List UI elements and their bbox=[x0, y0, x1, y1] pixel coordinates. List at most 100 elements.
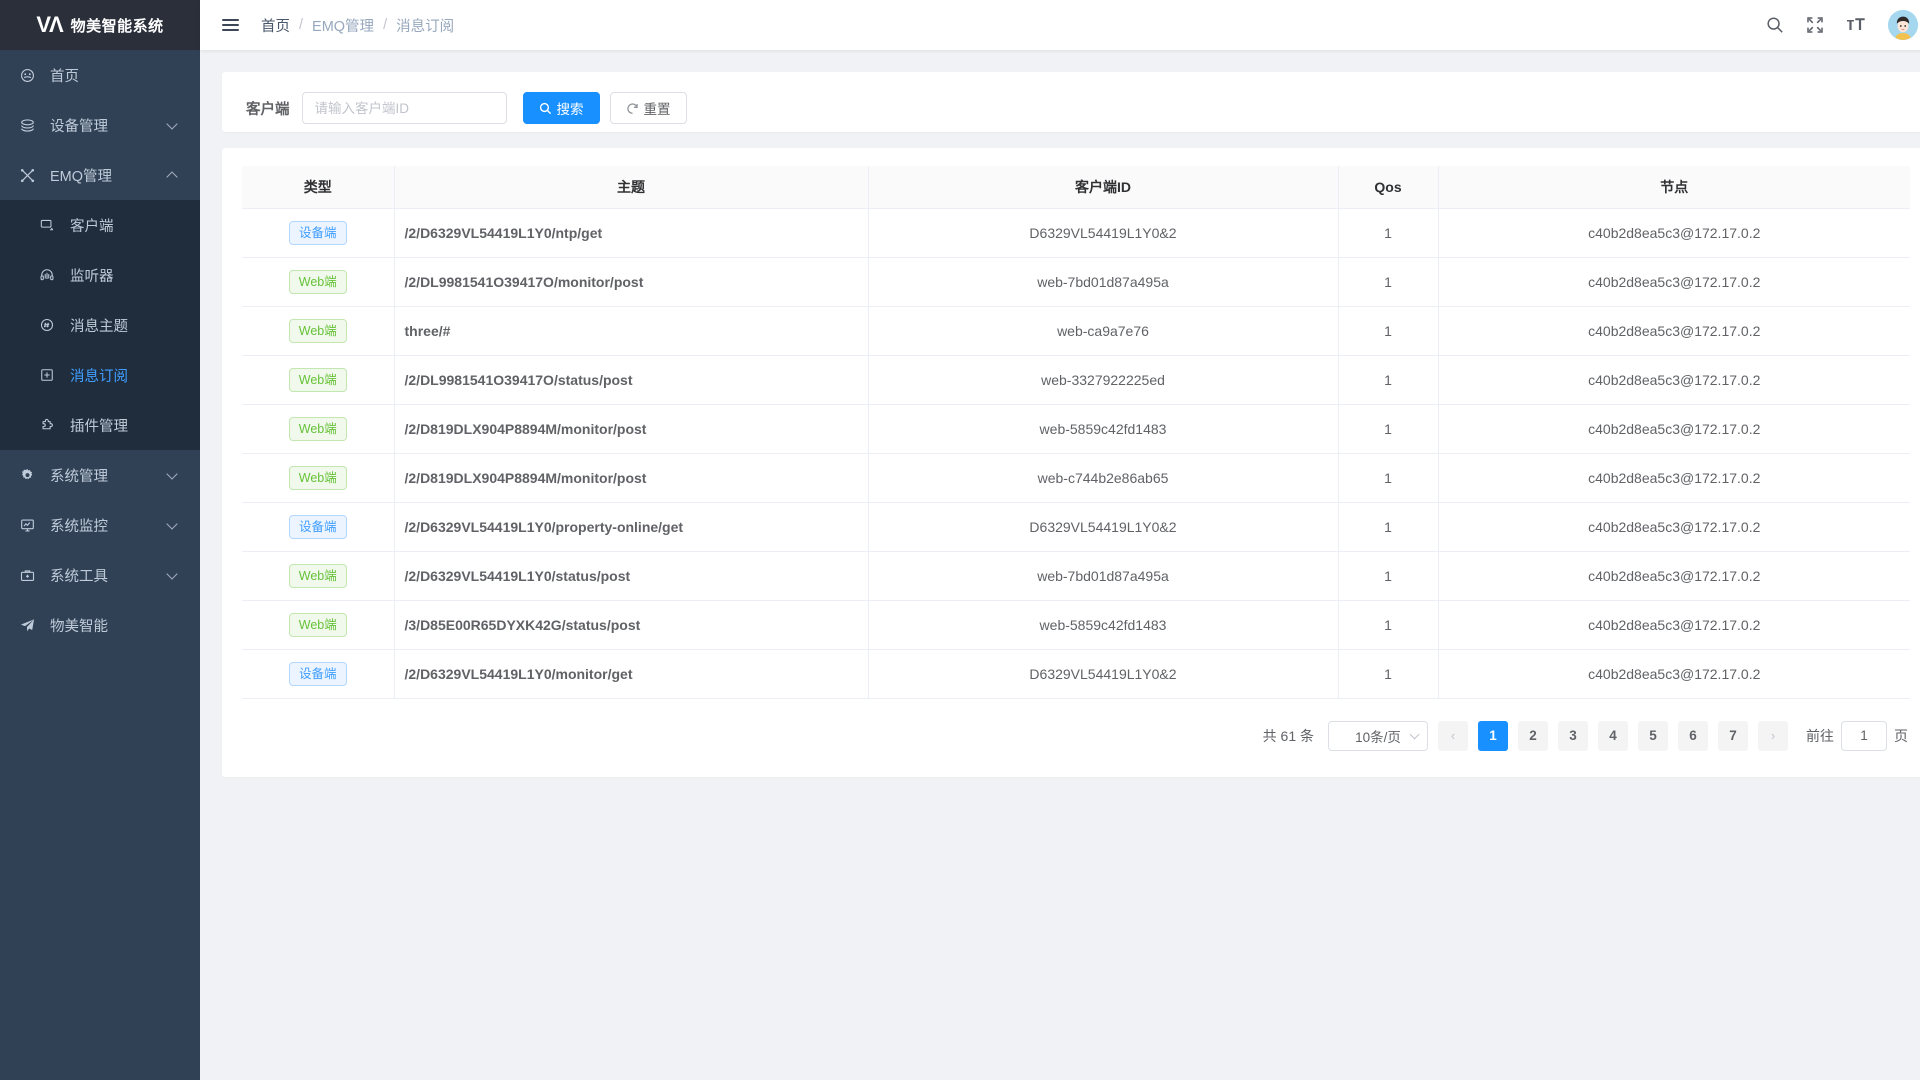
cell-client-id: D6329VL54419L1Y0&2 bbox=[868, 649, 1339, 699]
search-input[interactable] bbox=[301, 92, 507, 124]
cell-topic: /2/DL9981541O39417O/monitor/post bbox=[394, 257, 869, 307]
table-row[interactable]: 设备端/2/D6329VL54419L1Y0/property-online/g… bbox=[242, 502, 1910, 552]
sidebar-submenu-emq: 客户端 监听器 bbox=[0, 200, 200, 450]
page-size-select[interactable]: 10条/页 bbox=[1328, 720, 1428, 751]
search-panel: 客户端 搜索 bbox=[222, 72, 1920, 132]
page-button-1[interactable]: 1 bbox=[1478, 720, 1508, 751]
cell-client-id: web-5859c42fd1483 bbox=[868, 600, 1339, 650]
breadcrumb-separator: / bbox=[299, 17, 304, 33]
breadcrumb-separator: / bbox=[383, 17, 388, 33]
sidebar-item-label: 系统监控 bbox=[50, 518, 108, 535]
page-button-2[interactable]: 2 bbox=[1518, 720, 1548, 751]
next-page-button[interactable]: › bbox=[1758, 720, 1788, 751]
page-button-7[interactable]: 7 bbox=[1718, 720, 1748, 751]
cell-type: Web端 bbox=[242, 600, 395, 650]
fullscreen-icon[interactable] bbox=[1806, 16, 1824, 34]
cell-topic: /2/D819DLX904P8894M/monitor/post bbox=[394, 404, 869, 454]
avatar-menu[interactable] bbox=[1888, 10, 1920, 40]
table-row[interactable]: Web端/2/DL9981541O39417O/status/post web-3… bbox=[242, 355, 1910, 405]
reset-button-label: 重置 bbox=[643, 102, 671, 117]
logo[interactable]: VΛ 物美智能系统 bbox=[0, 0, 200, 50]
chevron-down-icon bbox=[166, 517, 178, 530]
hamburger-icon[interactable] bbox=[222, 19, 239, 31]
cell-qos: 1 bbox=[1338, 453, 1439, 503]
status-badge: Web端 bbox=[288, 465, 347, 490]
cell-node: c40b2d8ea5c3@172.17.0.2 bbox=[1438, 649, 1910, 699]
gear-icon bbox=[20, 468, 42, 483]
status-badge: Web端 bbox=[288, 612, 347, 637]
cell-type: Web端 bbox=[242, 355, 395, 405]
jump-prefix-label: 前往 bbox=[1806, 727, 1834, 744]
cell-topic: /2/DL9981541O39417O/status/post bbox=[394, 355, 869, 405]
reset-button[interactable]: 重置 bbox=[609, 92, 687, 124]
sidebar-item-label: 物美智能 bbox=[50, 618, 108, 635]
breadcrumb-item-home[interactable]: 首页 bbox=[261, 18, 290, 35]
page-size-value: 10条/页 bbox=[1355, 729, 1401, 745]
cell-topic: /2/D6329VL54419L1Y0/property-online/get bbox=[394, 502, 869, 552]
jump-suffix-label: 页 bbox=[1894, 727, 1908, 744]
cell-topic: /2/D6329VL54419L1Y0/ntp/get bbox=[394, 208, 869, 258]
listener-icon bbox=[40, 268, 62, 282]
cell-client-id: D6329VL54419L1Y0&2 bbox=[868, 208, 1339, 258]
navbar-actions bbox=[1766, 10, 1920, 40]
toolbox-icon bbox=[20, 568, 42, 583]
cell-type: 设备端 bbox=[242, 502, 395, 552]
column-header-topic: 主题 bbox=[394, 166, 869, 209]
sidebar-item-emq-management[interactable]: EMQ管理 bbox=[0, 150, 200, 200]
table-header-row: 类型 主题 客户端ID Qos 节点 bbox=[242, 166, 1910, 209]
sidebar-item-system-management[interactable]: 系统管理 bbox=[0, 450, 200, 500]
brand-title: 物美智能系统 bbox=[70, 17, 164, 35]
status-badge: Web端 bbox=[288, 318, 347, 343]
table-row[interactable]: Web端/2/D819DLX904P8894M/monitor/post web-… bbox=[242, 404, 1910, 454]
column-header-node: 节点 bbox=[1438, 166, 1910, 209]
prev-page-button[interactable]: ‹ bbox=[1438, 720, 1468, 751]
monitor-icon bbox=[40, 218, 62, 232]
search-icon[interactable] bbox=[1766, 16, 1784, 34]
table-row[interactable]: Web端/3/D85E00R65DYXK42G/status/post web-5… bbox=[242, 600, 1910, 650]
chevron-down-icon bbox=[1409, 729, 1420, 739]
sidebar-item-label: 消息订阅 bbox=[70, 368, 128, 385]
cell-type: Web端 bbox=[242, 453, 395, 503]
table-row[interactable]: Web端/2/D6329VL54419L1Y0/status/post web-7… bbox=[242, 551, 1910, 601]
cell-qos: 1 bbox=[1338, 306, 1439, 356]
table-row[interactable]: 设备端/2/D6329VL54419L1Y0/ntp/get D6329VL544… bbox=[242, 208, 1910, 258]
cell-topic: /2/D6329VL54419L1Y0/status/post bbox=[394, 551, 869, 601]
table-row[interactable]: Web端/2/D819DLX904P8894M/monitor/post web-… bbox=[242, 453, 1910, 503]
table-row[interactable]: Web端/2/DL9981541O39417O/monitor/post web-… bbox=[242, 257, 1910, 307]
chevron-down-icon bbox=[166, 117, 178, 130]
sidebar-item-system-monitor[interactable]: 系统监控 bbox=[0, 500, 200, 550]
sidebar-item-device-management[interactable]: 设备管理 bbox=[0, 100, 200, 150]
status-badge: Web端 bbox=[288, 416, 347, 441]
search-button[interactable]: 搜索 bbox=[522, 92, 600, 124]
page-button-4[interactable]: 4 bbox=[1598, 720, 1628, 751]
subscribe-icon bbox=[40, 368, 62, 382]
sidebar-item-wumei-smart[interactable]: 物美智能 bbox=[0, 600, 200, 650]
sidebar-item-label: 首页 bbox=[50, 68, 79, 85]
sidebar-item-system-tools[interactable]: 系统工具 bbox=[0, 550, 200, 600]
sidebar-item-topics[interactable]: 消息主题 bbox=[0, 300, 200, 350]
table-row[interactable]: 设备端/2/D6329VL54419L1Y0/monitor/get D6329V… bbox=[242, 649, 1910, 699]
page-button-3[interactable]: 3 bbox=[1558, 720, 1588, 751]
page-button-5[interactable]: 5 bbox=[1638, 720, 1668, 751]
sidebar-item-plugins[interactable]: 插件管理 bbox=[0, 400, 200, 450]
search-button-label: 搜索 bbox=[556, 102, 584, 117]
status-badge: 设备端 bbox=[288, 220, 347, 245]
jump-page-input[interactable] bbox=[1841, 720, 1887, 751]
page-button-6[interactable]: 6 bbox=[1678, 720, 1708, 751]
cell-node: c40b2d8ea5c3@172.17.0.2 bbox=[1438, 551, 1910, 601]
cell-topic: three/# bbox=[394, 306, 869, 356]
cell-qos: 1 bbox=[1338, 600, 1439, 650]
table-row[interactable]: Web端 three/# web-ca9a7e76 1 c40b2d8ea5c3@172… bbox=[242, 306, 1910, 356]
sidebar-item-home[interactable]: 首页 bbox=[0, 50, 200, 100]
status-badge: Web端 bbox=[288, 367, 347, 392]
cell-qos: 1 bbox=[1338, 257, 1439, 307]
sidebar-item-subscriptions[interactable]: 消息订阅 bbox=[0, 350, 200, 400]
topic-icon bbox=[40, 318, 62, 332]
sidebar-item-clients[interactable]: 客户端 bbox=[0, 200, 200, 250]
avatar bbox=[1888, 10, 1918, 40]
sidebar-item-listeners[interactable]: 监听器 bbox=[0, 250, 200, 300]
cell-client-id: D6329VL54419L1Y0&2 bbox=[868, 502, 1339, 552]
font-size-icon[interactable] bbox=[1846, 16, 1866, 34]
